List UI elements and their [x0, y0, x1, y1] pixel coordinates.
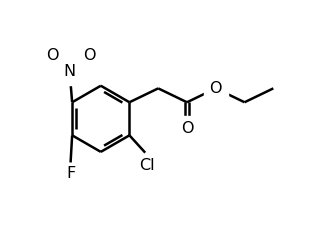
- Text: O: O: [46, 48, 59, 63]
- Text: O: O: [209, 81, 222, 96]
- Text: O: O: [181, 121, 193, 136]
- Text: N: N: [64, 64, 76, 79]
- Text: O: O: [83, 48, 95, 63]
- Text: Cl: Cl: [139, 158, 155, 173]
- Text: F: F: [66, 166, 75, 181]
